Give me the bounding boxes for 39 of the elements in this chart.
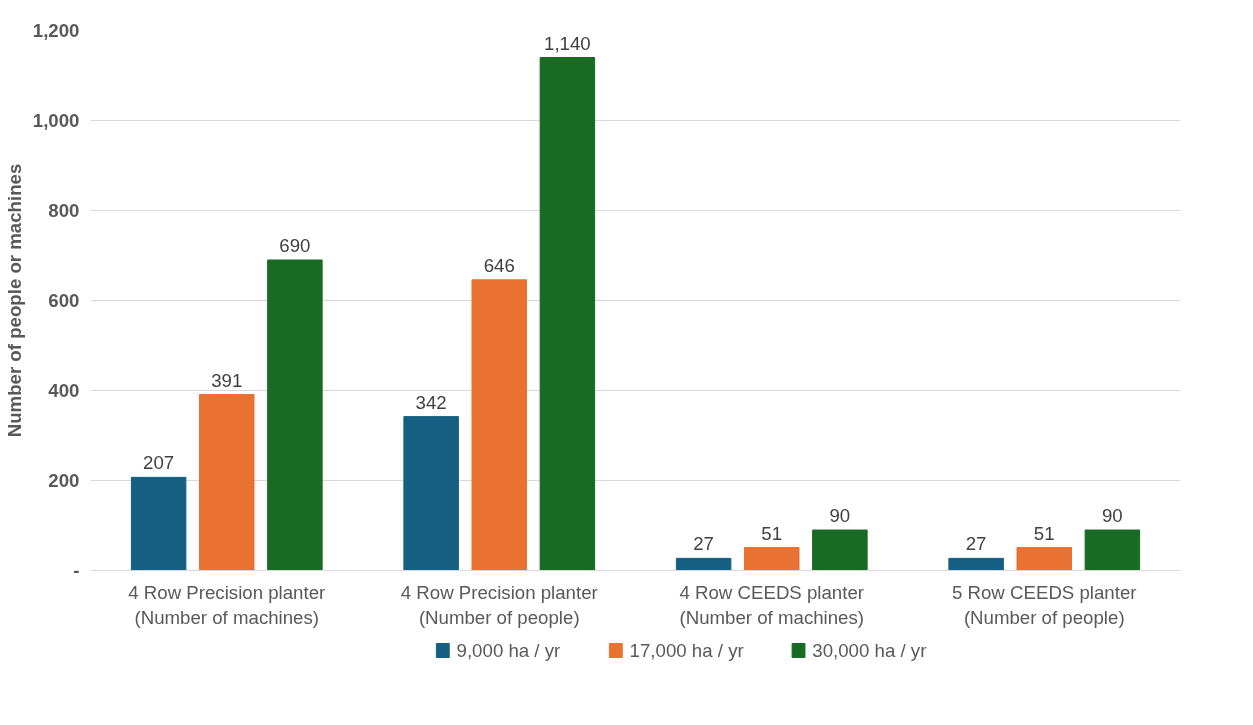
data-label: 1,140 <box>544 32 591 54</box>
y-tick-label: 1,000 <box>32 110 80 131</box>
data-label: 342 <box>415 391 447 413</box>
y-tick-label: 1,200 <box>32 20 80 41</box>
legend-label: 17,000 ha / yr <box>629 640 744 661</box>
bar <box>675 557 732 571</box>
data-label: 90 <box>1102 505 1123 526</box>
y-tick-label: 400 <box>48 380 80 401</box>
y-tick-label: 600 <box>48 290 80 311</box>
data-label: 690 <box>279 235 311 256</box>
bar <box>744 547 800 571</box>
bar <box>812 529 868 571</box>
y-tick-label: 200 <box>48 470 80 491</box>
y-tick-label: - <box>73 560 80 581</box>
bar <box>539 57 596 571</box>
data-label: 646 <box>483 254 515 276</box>
bar <box>1016 547 1072 571</box>
data-label: 51 <box>1033 522 1055 544</box>
legend-label: 9,000 ha / yr <box>456 640 561 661</box>
bar <box>403 416 459 571</box>
bar <box>267 259 323 571</box>
bar <box>471 279 527 571</box>
data-label: 90 <box>829 505 851 526</box>
data-label: 207 <box>143 452 175 474</box>
data-label: 391 <box>211 369 243 391</box>
x-tick-label: 4 Row CEEDS planter (Number of machines) <box>679 581 865 628</box>
y-tick-label: 800 <box>48 200 80 221</box>
data-label: 27 <box>693 533 715 555</box>
bar <box>199 394 255 571</box>
x-tick-label: 5 Row CEEDS planter (Number of people) <box>951 581 1137 628</box>
data-label: 51 <box>761 522 783 544</box>
bar <box>948 557 1004 571</box>
data-label: 27 <box>965 533 987 555</box>
y-axis-title: Number of people or machines <box>3 163 25 438</box>
x-tick-label: 4 Row Precision planter (Number of machines) <box>128 581 326 628</box>
bar <box>1084 529 1141 571</box>
bar <box>130 476 187 571</box>
x-tick-label: 4 Row Precision planter (Number of people) <box>400 581 598 628</box>
legend-label: 30,000 ha / yr <box>812 640 927 661</box>
